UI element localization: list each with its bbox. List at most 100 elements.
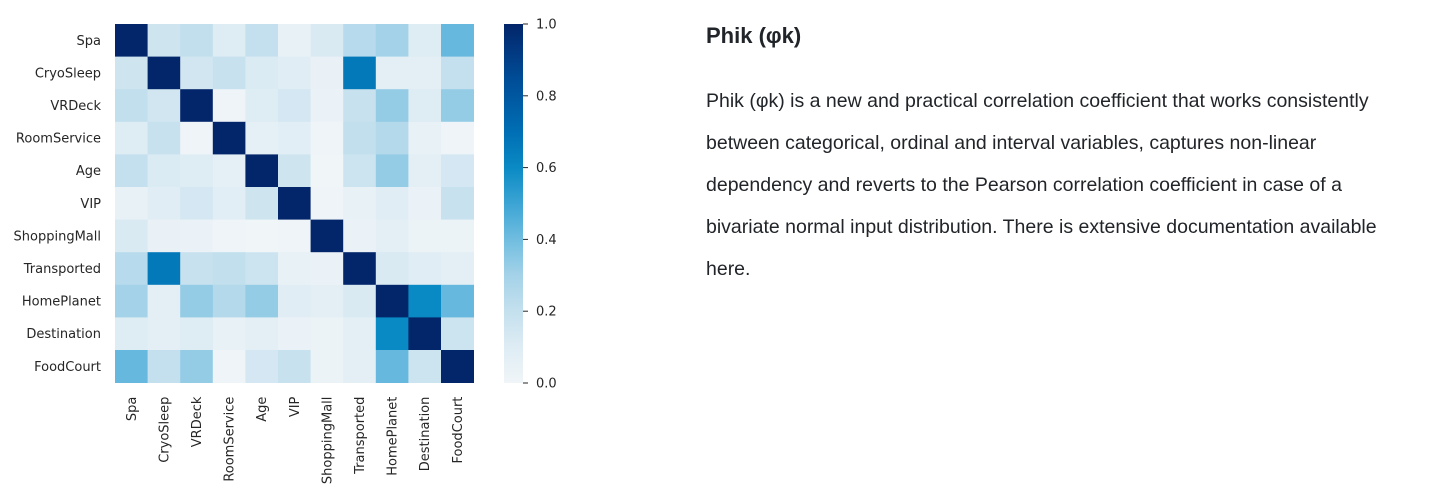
phik-heatmap: Spa CryoSleep VRDeck RoomService Age VIP Shopp… — [0, 0, 640, 500]
heatmap-cell — [375, 284, 409, 318]
heatmap-cell — [245, 56, 279, 90]
heatmap-cell — [278, 219, 311, 253]
heatmap-cell — [278, 317, 311, 351]
heatmap-cell — [278, 89, 311, 123]
row-label: VRDeck — [50, 99, 101, 114]
heatmap-cell — [180, 317, 214, 351]
heatmap-cell — [180, 219, 214, 253]
heatmap-cell — [408, 56, 442, 90]
heatmap-cell — [441, 350, 474, 383]
heatmap-cell — [212, 89, 246, 123]
heatmap-cell — [212, 154, 246, 188]
heatmap-cell — [310, 284, 344, 318]
heatmap-cell — [408, 89, 442, 123]
heatmap-cell — [180, 89, 214, 123]
panel-description: Phik (φk) is a new and practical correla… — [706, 90, 1377, 280]
heatmap-cell — [375, 219, 409, 253]
heatmap-cell — [147, 317, 181, 351]
row-label: Age — [76, 164, 101, 179]
row-label: ShoppingMall — [14, 229, 101, 244]
colorbar-tick-label: 0.4 — [536, 233, 557, 248]
heatmap-cell — [408, 187, 442, 220]
heatmap-cell — [245, 187, 279, 220]
heatmap-cell — [147, 252, 181, 286]
heatmap-cell — [408, 284, 442, 318]
column-label: Destination — [418, 397, 433, 472]
heatmap-cell — [245, 219, 279, 253]
heatmap-cell — [245, 154, 279, 188]
heatmap-cell — [212, 284, 246, 318]
heatmap-cell — [375, 350, 409, 383]
heatmap-cell — [147, 187, 181, 220]
info-panel: Phik (φk) Phik (φk) is a new and practic… — [706, 22, 1396, 290]
heatmap-cell — [115, 252, 148, 286]
heatmap-cell — [147, 56, 181, 90]
heatmap-cell — [212, 187, 246, 220]
row-label: VIP — [80, 197, 101, 212]
heatmap-cell — [147, 154, 181, 188]
heatmap-cell — [375, 154, 409, 188]
row-label: FoodCourt — [34, 360, 101, 375]
colorbar-tick-label: 0.6 — [536, 161, 557, 176]
heatmap-cell — [375, 317, 409, 351]
heatmap-svg: Spa CryoSleep VRDeck RoomService Age VIP Shopp… — [14, 18, 557, 485]
heatmap-cell — [278, 121, 311, 155]
heatmap-cell — [115, 284, 148, 318]
heatmap-cell — [310, 89, 344, 123]
row-label: Transported — [23, 262, 101, 277]
heatmap-cell — [278, 252, 311, 286]
column-label: Age — [255, 397, 270, 422]
heatmap-cell — [408, 317, 442, 351]
heatmap-cell — [278, 187, 311, 220]
heatmap-cell — [310, 350, 344, 383]
heatmap-cell — [115, 121, 148, 155]
heatmap-cell — [115, 317, 148, 351]
heatmap-cell — [441, 154, 474, 188]
heatmap-cell — [115, 187, 148, 220]
colorbar-tick-label: 0.2 — [536, 305, 557, 320]
row-label: HomePlanet — [22, 295, 101, 310]
heatmap-cell — [147, 121, 181, 155]
column-label: CryoSleep — [157, 397, 172, 463]
heatmap-cell — [343, 154, 377, 188]
heatmap-cell — [408, 350, 442, 383]
heatmap-cell — [147, 284, 181, 318]
heatmap-cell — [212, 121, 246, 155]
heatmap-cell — [245, 24, 279, 57]
heatmap-cell — [310, 154, 344, 188]
heatmap-cell — [212, 350, 246, 383]
row-label: CryoSleep — [35, 66, 101, 81]
heatmap-cell — [375, 121, 409, 155]
heatmap-cell — [343, 187, 377, 220]
heatmap-cell — [245, 121, 279, 155]
heatmap-cell — [310, 121, 344, 155]
heatmap-cell — [115, 56, 148, 90]
heatmap-cell — [441, 252, 474, 286]
heatmap-cell — [115, 219, 148, 253]
heatmap-cell — [278, 154, 311, 188]
heatmap-cell — [278, 24, 311, 57]
heatmap-cell — [245, 89, 279, 123]
heatmap-cell — [408, 121, 442, 155]
heatmap-cell — [310, 317, 344, 351]
heatmap-cell — [212, 24, 246, 57]
heatmap-cell — [245, 317, 279, 351]
column-label: VIP — [288, 396, 303, 417]
heatmap-cell — [310, 187, 344, 220]
heatmap-cell — [441, 24, 474, 57]
heatmap-cell — [278, 56, 311, 90]
row-label: Spa — [77, 34, 101, 49]
heatmap-cell — [408, 24, 442, 57]
row-labels: Spa CryoSleep VRDeck RoomService Age VIP Shopp… — [14, 34, 102, 375]
heatmap-cell — [212, 252, 246, 286]
heatmap-cell — [115, 24, 148, 57]
heatmap-cell — [310, 219, 344, 253]
heatmap-cell — [147, 89, 181, 123]
heatmap-cell — [180, 284, 214, 318]
heatmap-cell — [180, 252, 214, 286]
column-label: VRDeck — [190, 396, 205, 447]
heatmap-cell — [408, 219, 442, 253]
column-label: RoomService — [223, 397, 238, 482]
heatmap-cell — [180, 350, 214, 383]
heatmap-cell — [343, 350, 377, 383]
